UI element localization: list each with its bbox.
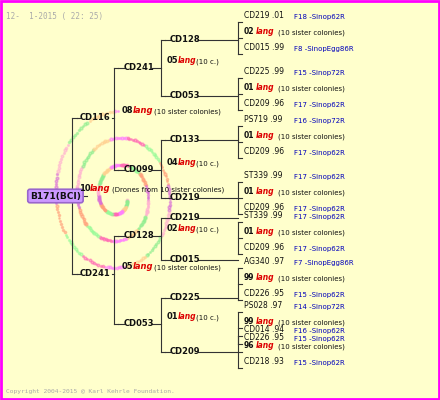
Text: 99: 99 (244, 317, 254, 326)
Text: F15 -Sinop72R: F15 -Sinop72R (294, 70, 345, 76)
Text: lang: lang (178, 158, 197, 167)
Text: lang: lang (178, 312, 197, 321)
Text: lang: lang (256, 273, 275, 282)
Text: Copyright 2004-2015 @ Karl Kehrle Foundation.: Copyright 2004-2015 @ Karl Kehrle Founda… (6, 389, 175, 394)
Text: CD209 .96: CD209 .96 (244, 99, 284, 108)
Text: F17 -Sinop62R: F17 -Sinop62R (294, 206, 345, 212)
Text: (10 c.): (10 c.) (196, 160, 219, 167)
Text: F16 -Sinop62R: F16 -Sinop62R (294, 328, 345, 334)
Text: F14 -Sinop72R: F14 -Sinop72R (294, 304, 345, 310)
Text: CD209 .96: CD209 .96 (244, 147, 284, 156)
Text: (10 sister colonies): (10 sister colonies) (278, 134, 345, 140)
Text: F17 -Sinop62R: F17 -Sinop62R (294, 214, 345, 220)
Text: 01: 01 (244, 83, 254, 92)
Text: lang: lang (90, 184, 110, 193)
Text: F8 -SinopEgg86R: F8 -SinopEgg86R (294, 46, 354, 52)
Text: CD053: CD053 (170, 92, 201, 100)
Text: F7 -SinopEgg86R: F7 -SinopEgg86R (294, 260, 354, 266)
Text: F18 -Sinop62R: F18 -Sinop62R (294, 14, 345, 20)
Text: F15 -Sinop62R: F15 -Sinop62R (294, 292, 345, 298)
Text: CD014 .94: CD014 .94 (244, 325, 284, 334)
Text: F15 -Sinop62R: F15 -Sinop62R (294, 360, 345, 366)
Text: 02: 02 (167, 224, 179, 233)
Text: CD226 .95: CD226 .95 (244, 289, 284, 298)
Text: (10 sister colonies): (10 sister colonies) (154, 108, 221, 115)
Text: CD225: CD225 (170, 294, 201, 302)
Text: ST339 .99: ST339 .99 (244, 171, 282, 180)
Text: lang: lang (256, 317, 275, 326)
Text: 99: 99 (244, 273, 254, 282)
Text: F17 -Sinop62R: F17 -Sinop62R (294, 246, 345, 252)
Text: lang: lang (178, 224, 197, 233)
Text: lang: lang (133, 262, 154, 271)
Text: F17 -Sinop62R: F17 -Sinop62R (294, 102, 345, 108)
Text: CD226 .95: CD226 .95 (244, 333, 284, 342)
Text: (10 sister colonies): (10 sister colonies) (278, 230, 345, 236)
Text: CD225 .99: CD225 .99 (244, 67, 284, 76)
Text: lang: lang (256, 341, 275, 350)
Text: (10 c.): (10 c.) (196, 314, 219, 321)
Text: 12-  1-2015 ( 22: 25): 12- 1-2015 ( 22: 25) (6, 12, 103, 21)
Text: CD133: CD133 (170, 136, 201, 144)
Text: PS028 .97: PS028 .97 (244, 301, 282, 310)
Text: 04: 04 (167, 158, 179, 167)
Text: lang: lang (256, 227, 275, 236)
Text: 01: 01 (244, 131, 254, 140)
Text: (10 sister colonies): (10 sister colonies) (278, 320, 345, 326)
Text: (10 sister colonies): (10 sister colonies) (278, 86, 345, 92)
Text: (10 sister colonies): (10 sister colonies) (278, 344, 345, 350)
Text: 10: 10 (79, 184, 91, 193)
Text: ST339 .99: ST339 .99 (244, 211, 282, 220)
Text: (10 c.): (10 c.) (196, 226, 219, 233)
Text: (10 c.): (10 c.) (196, 58, 219, 65)
Text: 08: 08 (122, 106, 133, 115)
Text: lang: lang (256, 131, 275, 140)
Text: 96: 96 (244, 341, 254, 350)
Text: CD209 .96: CD209 .96 (244, 203, 284, 212)
Text: CD053: CD053 (124, 320, 154, 328)
Text: B171(BCI): B171(BCI) (30, 192, 81, 200)
Text: 05: 05 (167, 56, 179, 65)
Text: (10 sister colonies): (10 sister colonies) (278, 30, 345, 36)
Text: CD099: CD099 (124, 166, 154, 174)
Text: CD219: CD219 (170, 194, 201, 202)
Text: CD015: CD015 (170, 256, 201, 264)
Text: 05: 05 (122, 262, 134, 271)
Text: CD219 .01: CD219 .01 (244, 11, 284, 20)
Text: CD218 .93: CD218 .93 (244, 357, 284, 366)
Text: CD116: CD116 (80, 114, 111, 122)
Text: (10 sister colonies): (10 sister colonies) (278, 276, 345, 282)
Text: F17 -Sinop62R: F17 -Sinop62R (294, 174, 345, 180)
Text: (10 sister colonies): (10 sister colonies) (278, 190, 345, 196)
Text: CD241: CD241 (124, 64, 155, 72)
Text: lang: lang (256, 187, 275, 196)
Text: 02: 02 (244, 27, 254, 36)
Text: (10 sister colonies): (10 sister colonies) (154, 264, 221, 271)
Text: F17 -Sinop62R: F17 -Sinop62R (294, 150, 345, 156)
Text: CD128: CD128 (124, 232, 154, 240)
Text: F15 -Sinop62R: F15 -Sinop62R (294, 336, 345, 342)
Text: 01: 01 (167, 312, 179, 321)
Text: CD128: CD128 (170, 36, 201, 44)
Text: lang: lang (256, 83, 275, 92)
Text: 01: 01 (244, 187, 254, 196)
Text: lang: lang (133, 106, 154, 115)
Text: lang: lang (178, 56, 197, 65)
Text: (Drones from 10 sister colonies): (Drones from 10 sister colonies) (112, 186, 224, 193)
Text: CD209: CD209 (170, 348, 201, 356)
Text: CD219: CD219 (170, 214, 201, 222)
Text: CD015 .99: CD015 .99 (244, 43, 284, 52)
Text: CD241: CD241 (80, 270, 111, 278)
Text: 01: 01 (244, 227, 254, 236)
Text: AG340 .97: AG340 .97 (244, 257, 284, 266)
Text: PS719 .99: PS719 .99 (244, 115, 282, 124)
Text: F16 -Sinop72R: F16 -Sinop72R (294, 118, 345, 124)
Text: CD209 .96: CD209 .96 (244, 243, 284, 252)
Text: lang: lang (256, 27, 275, 36)
